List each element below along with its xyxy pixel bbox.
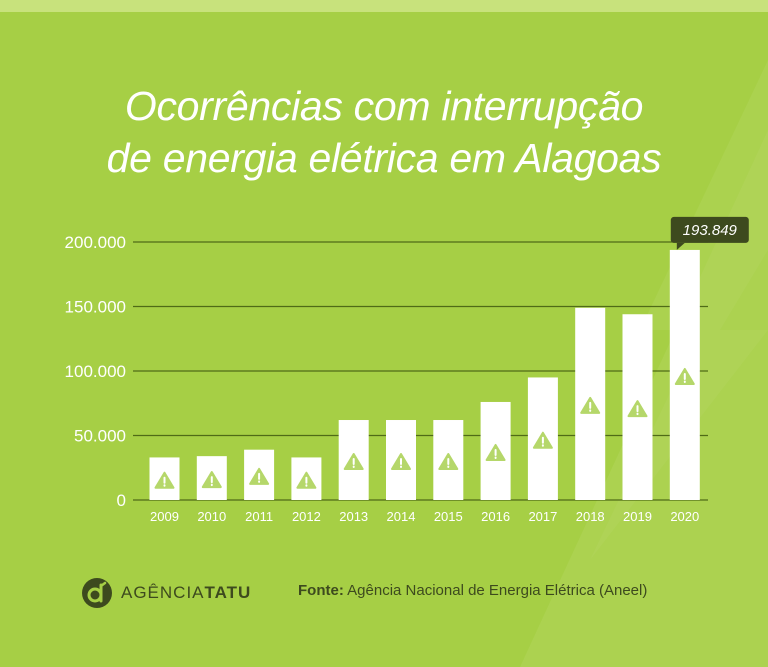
x-tick-label: 2020 — [670, 509, 699, 524]
brand-name-regular: AGÊNCIA — [121, 583, 205, 602]
value-callout-label: 193.849 — [683, 222, 738, 239]
warning-icon — [674, 367, 695, 385]
y-tick-label: 0 — [117, 491, 126, 510]
warning-icon — [580, 396, 601, 414]
warning-icon — [296, 471, 317, 489]
warning-icon — [532, 431, 553, 449]
warning-icon — [438, 453, 459, 471]
x-tick-label: 2011 — [245, 509, 273, 524]
warning-icon — [627, 400, 648, 418]
x-tick-label: 2009 — [150, 509, 179, 524]
source-text: Agência Nacional de Energia Elétrica (An… — [347, 582, 648, 599]
warning-icon — [249, 467, 270, 485]
x-tick-label: 2019 — [623, 509, 652, 524]
y-tick-label: 50.000 — [74, 427, 126, 446]
warning-icon — [201, 471, 222, 489]
warning-icon — [154, 471, 175, 489]
x-tick-label: 2012 — [292, 509, 321, 524]
x-tick-label: 2016 — [481, 509, 510, 524]
x-tick-label: 2017 — [528, 509, 557, 524]
warning-icon — [391, 453, 411, 471]
x-tick-label: 2013 — [339, 509, 368, 524]
chart-title: Ocorrências com interrupção de energia e… — [0, 80, 768, 184]
source-note: Fonte: Agência Nacional de Energia Elétr… — [298, 582, 647, 599]
top-strip — [0, 0, 768, 12]
brand-name-bold: TATU — [204, 583, 252, 602]
brand-name: AGÊNCIATATU — [121, 583, 251, 603]
x-tick-label: 2018 — [576, 509, 605, 524]
y-tick-label: 100.000 — [65, 362, 126, 381]
chart-title-line-2: de energia elétrica em Alagoas — [106, 135, 662, 181]
x-tick-label: 2015 — [434, 509, 463, 524]
y-tick-label: 150.000 — [65, 298, 126, 317]
source-label: Fonte: — [298, 582, 344, 599]
brand-logo: AGÊNCIATATU — [82, 577, 251, 609]
value-callout — [670, 216, 749, 243]
chart-title-line-1: Ocorrências com interrupção — [124, 83, 644, 129]
x-tick-label: 2014 — [387, 509, 416, 524]
x-tick-label: 2010 — [197, 509, 226, 524]
tatu-logo-icon — [82, 578, 112, 608]
warning-icon — [485, 443, 506, 461]
value-callout-pointer — [676, 242, 685, 250]
warning-icon — [343, 453, 364, 471]
y-tick-label: 200.000 — [65, 233, 126, 252]
